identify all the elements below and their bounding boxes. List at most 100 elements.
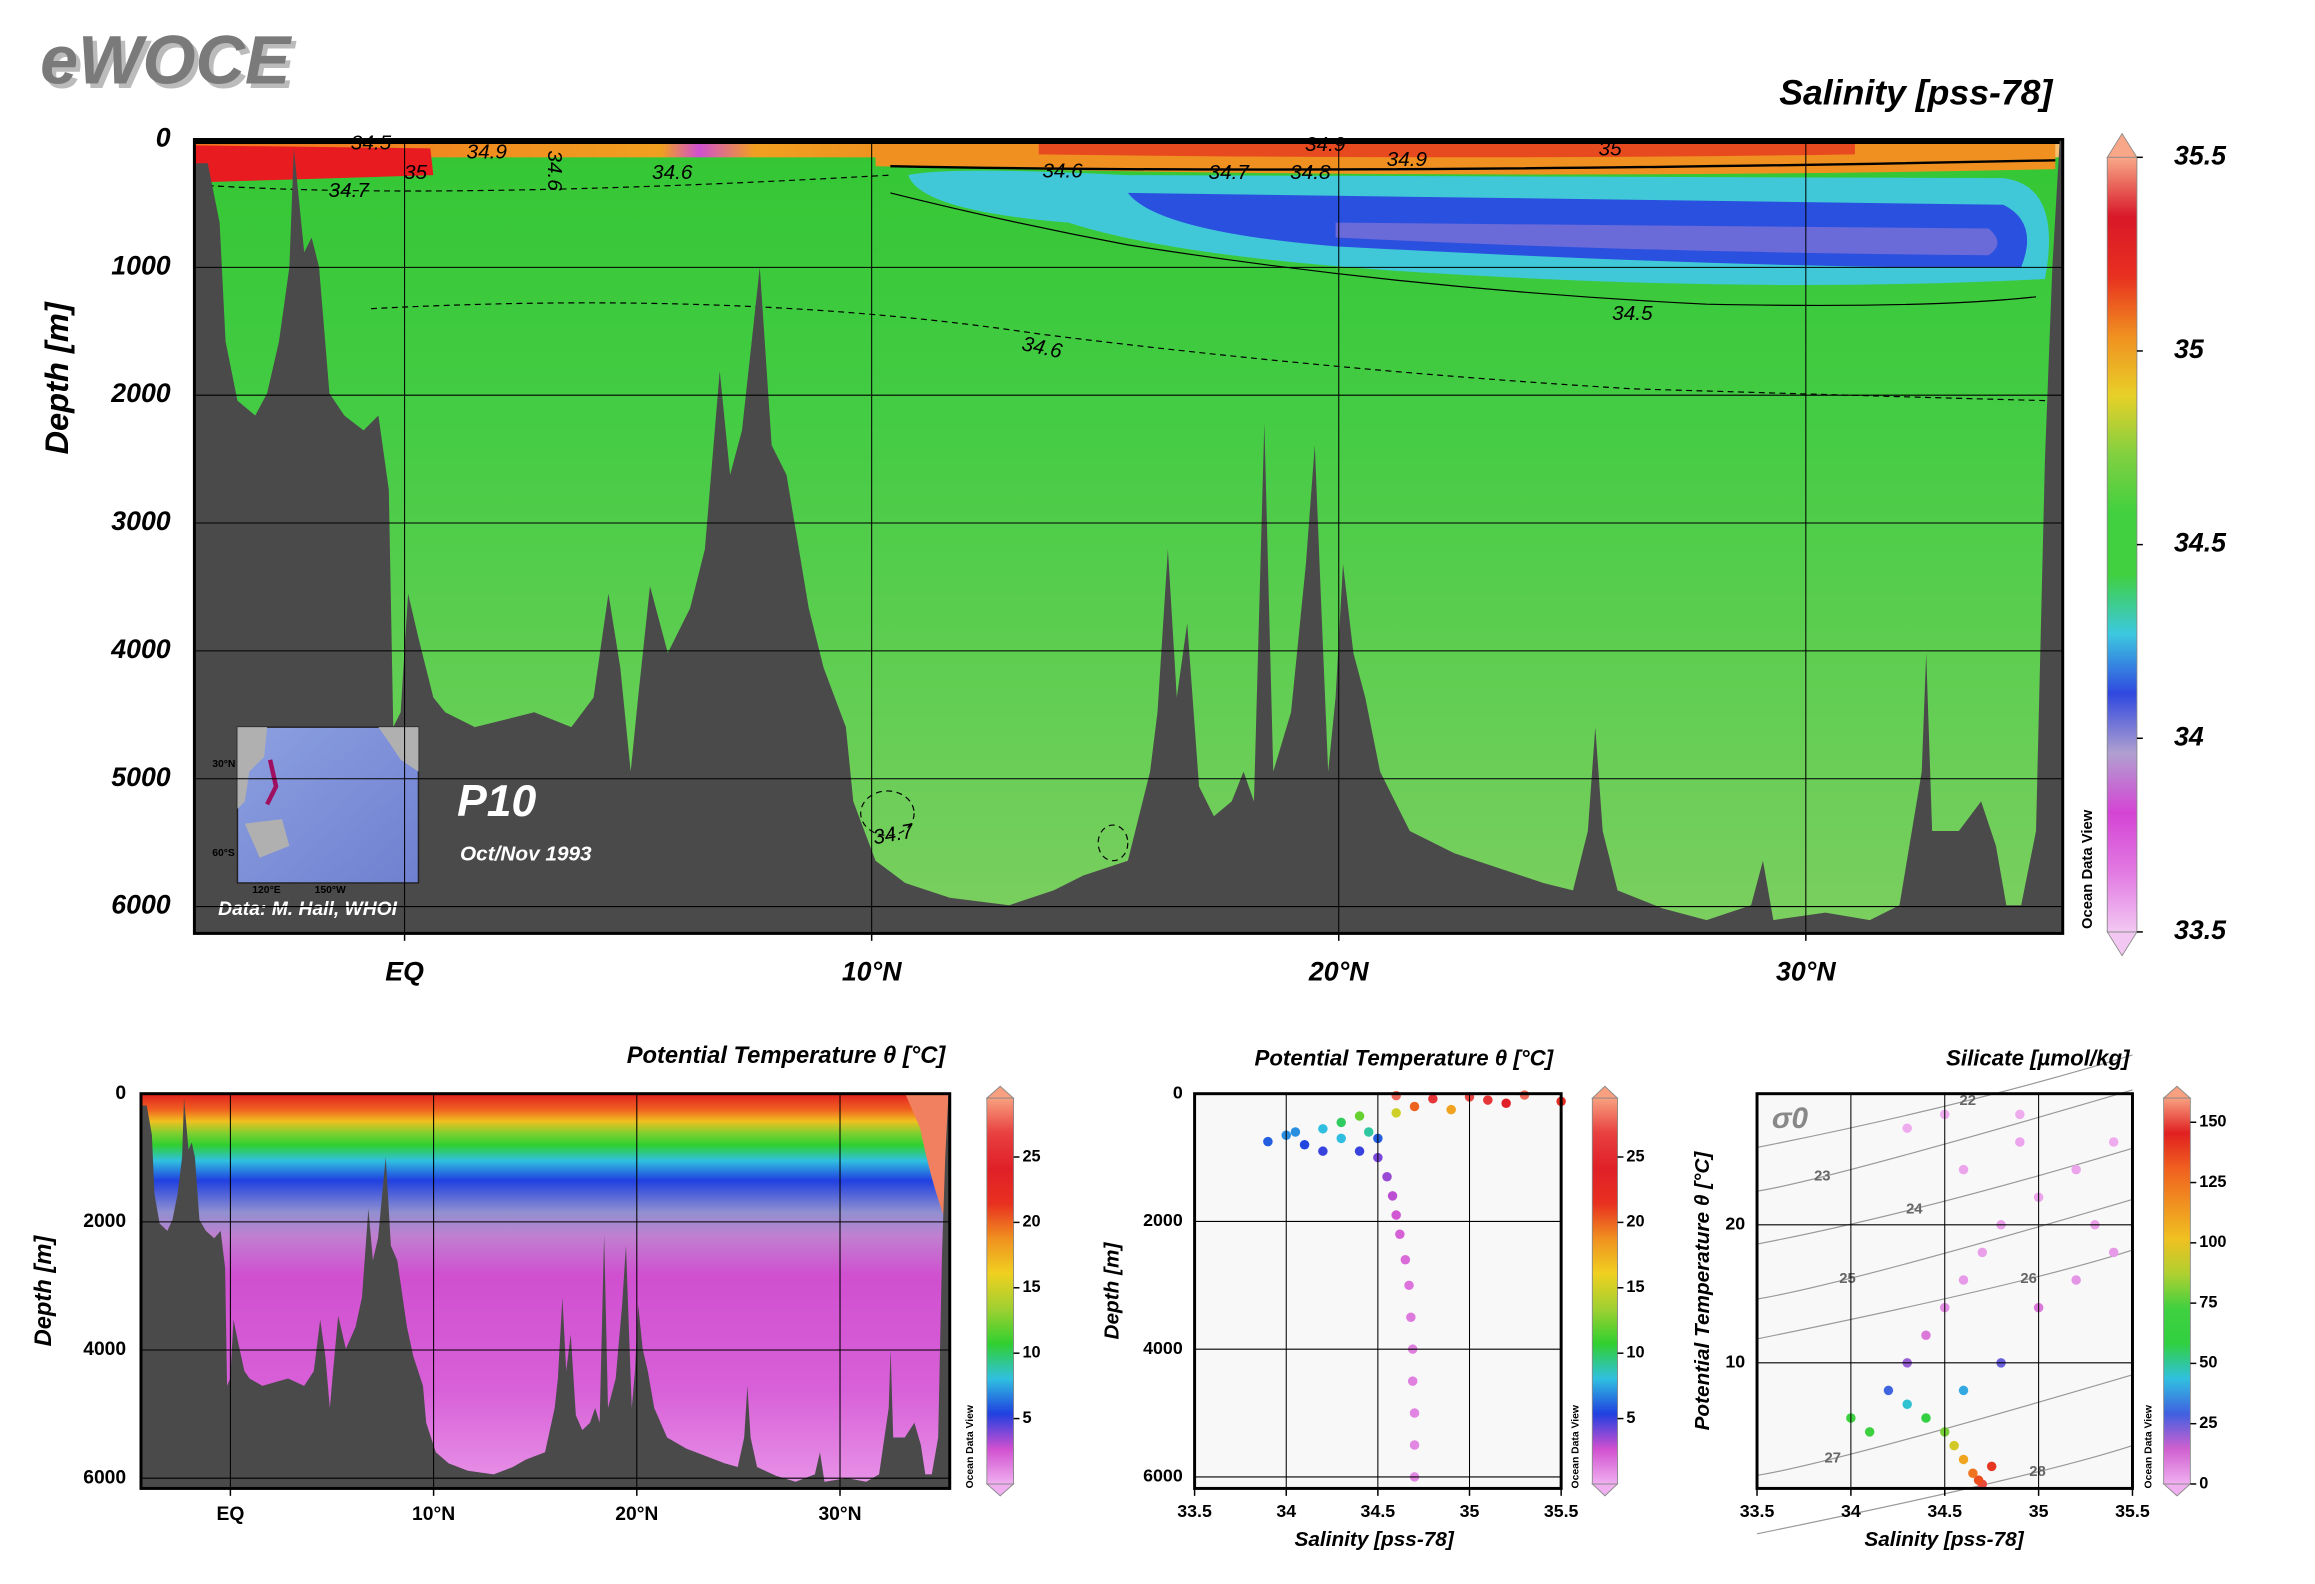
data-point <box>2108 1137 2119 1147</box>
y-tick-label: 1000 <box>111 250 171 280</box>
colorbar-tick-label: 10 <box>1022 1343 1040 1361</box>
contour-label: 34.6 <box>652 161 693 184</box>
contour-line <box>860 790 915 837</box>
y-tick-label: 0 <box>156 123 171 153</box>
contour-label: 34.6 <box>1042 160 1083 183</box>
contour-label: 34.7 <box>1209 161 1251 184</box>
isopycnal <box>1756 1054 2133 1149</box>
colorbar-cap <box>985 1085 1015 1099</box>
colorbar-tick-label: 125 <box>2199 1173 2226 1191</box>
x-tick-label: 10°N <box>842 957 902 987</box>
y-tick-label: 4000 <box>83 1339 126 1360</box>
low-salinity-core <box>1335 222 1998 256</box>
data-point <box>1968 1468 1978 1478</box>
data-point <box>1409 1101 1420 1112</box>
data-point <box>1406 1312 1416 1322</box>
colorbar-cap <box>985 1483 1015 1497</box>
y-tick-label: 0 <box>115 1083 126 1104</box>
y-tick-label: 2000 <box>110 378 171 408</box>
isopycnal <box>1756 1089 2133 1192</box>
x-tick-label: 34.5 <box>1361 1501 1396 1521</box>
data-point <box>1382 1171 1392 1182</box>
y-tick-label: 4000 <box>1143 1338 1183 1358</box>
data-point <box>1400 1255 1411 1265</box>
colorbar <box>1591 1097 1618 1485</box>
x-tick-label: 34.5 <box>1927 1501 1962 1521</box>
x-tick-label: 20°N <box>615 1504 658 1525</box>
data-point <box>1958 1385 1969 1396</box>
x-tick-label: 34 <box>1841 1501 1861 1521</box>
data-point <box>1501 1098 1511 1109</box>
x-tick-label: 35.5 <box>2115 1501 2150 1521</box>
colorbar-tick-label: 100 <box>2199 1233 2226 1251</box>
data-point <box>1387 1191 1398 1201</box>
contour-label: 34.9 <box>467 140 508 163</box>
data-credit: Data: M. Hall, WHOI <box>218 899 398 920</box>
plot-frame <box>139 1092 952 1490</box>
chart-title: Silicate [µmol/kg] <box>1946 1045 2131 1070</box>
colorbar <box>2106 156 2138 933</box>
x-axis-label: Salinity [pss-78] <box>1295 1528 1455 1551</box>
colorbar-tick-label: 50 <box>2199 1354 2217 1372</box>
colorbar-tick-label: 10 <box>1626 1343 1644 1361</box>
data-point <box>1409 1440 1420 1450</box>
y-tick-label: 3000 <box>111 506 171 536</box>
data-point <box>1921 1330 1931 1340</box>
logo-shadow: eWOCE <box>45 27 298 103</box>
salinity-field <box>194 139 2063 934</box>
watermark: Ocean Data View <box>1571 1404 1582 1488</box>
data-point <box>1363 1127 1374 1137</box>
data-point <box>1336 1117 1346 1128</box>
chart-title: Potential Temperature θ [°C] <box>627 1043 947 1069</box>
x-tick-label: 30°N <box>1776 957 1836 987</box>
colorbar-tick-label: 35.5 <box>2174 140 2227 170</box>
y-axis-label: Depth [m] <box>31 1235 57 1347</box>
data-point <box>1391 1108 1401 1118</box>
colorbar-tick-label: 25 <box>1626 1147 1644 1165</box>
data-point <box>1428 1094 1438 1104</box>
plot-frame <box>192 138 2065 935</box>
isopycnal <box>1756 1444 2133 1535</box>
contour-label: 34.7 <box>329 179 371 202</box>
station-map-inset <box>236 726 420 884</box>
data-point <box>1318 1146 1328 1156</box>
map-label: 60°S <box>212 848 235 859</box>
x-tick-label: 35 <box>1460 1501 1480 1521</box>
colorbar-cap <box>2162 1085 2192 1099</box>
colorbar-cap <box>2162 1483 2192 1497</box>
data-point <box>1290 1127 1301 1137</box>
data-point <box>1395 1229 1405 1239</box>
y-tick-label: 2000 <box>1143 1210 1183 1230</box>
cruise-date: Oct/Nov 1993 <box>460 842 592 865</box>
map-land <box>378 727 419 772</box>
x-tick-label: 35.5 <box>1544 1501 1579 1521</box>
data-point <box>1949 1440 1959 1451</box>
data-point <box>2071 1275 2081 1285</box>
data-point <box>2015 1137 2025 1147</box>
plot-frame <box>1755 1092 2134 1490</box>
data-point <box>1902 1123 1912 1133</box>
warm-wedge <box>905 1093 950 1232</box>
colorbar-tick-label: 34.5 <box>2174 528 2227 558</box>
data-point <box>1391 1210 1401 1220</box>
data-point <box>1318 1124 1328 1134</box>
y-tick-label: 6000 <box>111 890 171 920</box>
contour-label: 34.8 <box>1290 161 1331 184</box>
isopycnal-label: 22 <box>1959 1093 1976 1109</box>
data-point <box>1407 1376 1418 1386</box>
x-axis-label: Salinity [pss-78] <box>1864 1528 2024 1551</box>
isopycnal <box>1756 1198 2133 1300</box>
logo: eWOCE <box>40 22 293 98</box>
data-point <box>1409 1408 1420 1418</box>
y-tick-label: 10 <box>1725 1352 1745 1372</box>
contour-label: 34.9 <box>1387 148 1428 171</box>
isopycnal <box>1756 1249 2133 1340</box>
data-point <box>1404 1280 1414 1291</box>
colorbar-tick-label: 5 <box>1626 1409 1635 1427</box>
colorbar-tick-label: 5 <box>1022 1409 1031 1427</box>
colorbar-tick-label: 75 <box>2199 1293 2217 1311</box>
data-point <box>1883 1385 1894 1396</box>
data-point <box>1921 1413 1931 1423</box>
x-tick-label: 35 <box>2029 1501 2049 1521</box>
